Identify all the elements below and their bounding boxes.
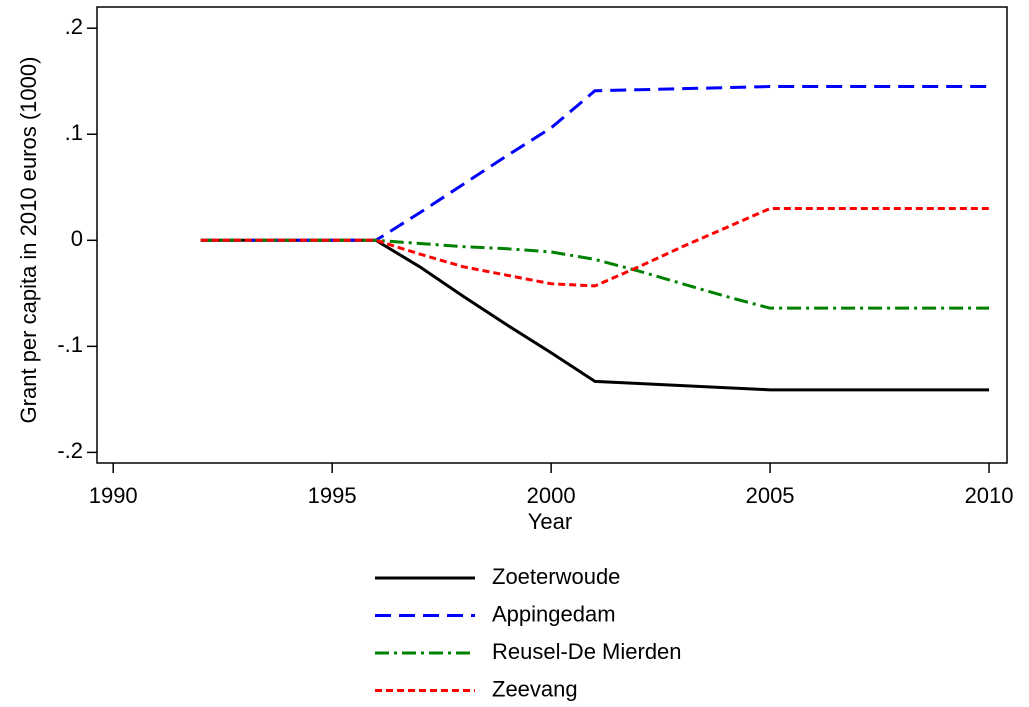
y-tick-label: .1 xyxy=(65,120,83,145)
legend-label: Appingedam xyxy=(492,601,616,626)
y-axis-label: Grant per capita in 2010 euros (1000) xyxy=(16,57,41,424)
x-tick-label: 2005 xyxy=(746,483,795,508)
x-tick-label: 2010 xyxy=(965,483,1014,508)
x-axis-label: Year xyxy=(528,509,572,534)
legend-label: Zeevang xyxy=(492,676,578,701)
y-tick-label: .2 xyxy=(65,14,83,39)
series-line xyxy=(200,238,990,392)
x-tick-label: 1990 xyxy=(89,483,138,508)
series-line xyxy=(200,238,990,310)
x-tick-label: 1995 xyxy=(308,483,357,508)
series-line xyxy=(200,85,990,242)
plot-frame xyxy=(96,6,1008,464)
y-tick-label: -.2 xyxy=(57,438,83,463)
legend-label: Reusel-De Mierden xyxy=(492,639,682,664)
y-tick-label: -.1 xyxy=(57,332,83,357)
series-line xyxy=(200,206,990,288)
legend-label: Zoeterwoude xyxy=(492,564,620,589)
x-tick-label: 2000 xyxy=(527,483,576,508)
y-tick-label: 0 xyxy=(71,226,83,251)
